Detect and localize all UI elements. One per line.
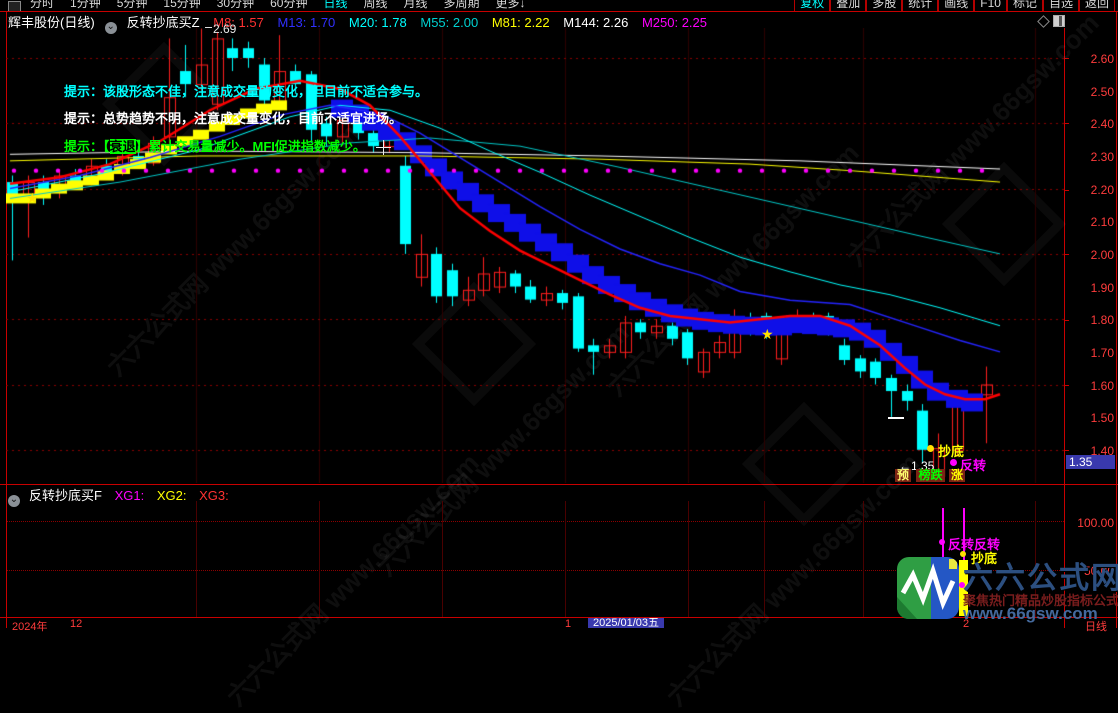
zhang-tag: 涨: [949, 468, 965, 482]
axis-separator: [1064, 28, 1065, 628]
ma20-value: M20: 1.78: [348, 15, 407, 30]
high-price-label: 2.69: [213, 22, 237, 36]
sub-signal-dot: [959, 582, 965, 588]
site-tagline: 聚焦热门精品炒股指标公式: [963, 593, 1118, 608]
xg3-label: XG3:: [199, 488, 229, 503]
zixuan-button[interactable]: 自选: [1042, 0, 1079, 11]
main-chart-canvas[interactable]: [6, 28, 1064, 483]
chaodi-signal-label: 抄底: [938, 444, 965, 459]
period-tab-15min[interactable]: 15分钟: [163, 0, 201, 10]
shuaitui-badge: 衰退: [109, 139, 136, 154]
site-logo[interactable]: [897, 557, 959, 619]
collapse-indicator-icon[interactable]: ⌄: [8, 494, 20, 507]
price-label: 2.20: [1090, 183, 1114, 197]
sub-indicator-header: ⌄ 反转抄底买F XG1: XG2: XG3:: [0, 484, 1118, 507]
price-label: 1.70: [1090, 346, 1114, 360]
price-label: 1.60: [1090, 379, 1114, 393]
star-icon: ★: [26, 190, 39, 206]
price-label: 2.40: [1090, 117, 1114, 131]
axis-month-label: 1: [565, 618, 572, 630]
ma144-value: M81: 2.22: [491, 15, 550, 30]
price-label: 2.00: [1090, 248, 1114, 262]
split-window-icon[interactable]: [1053, 15, 1065, 27]
sub-gridline-50: [7, 570, 1064, 572]
ma8-value: M8: 1.57: [213, 15, 264, 30]
date-axis: [0, 617, 1118, 629]
sub-axis-100: 100.00: [1077, 516, 1114, 530]
ma13-value: M13: 1.70: [277, 15, 336, 30]
sub-gridline-100: [7, 521, 1064, 523]
period-tab-monthly[interactable]: 月线: [403, 0, 428, 10]
period-tab-multi[interactable]: 多周期: [443, 0, 480, 10]
yu-tag: 预: [895, 468, 911, 482]
period-tab-more[interactable]: 更多↓: [495, 0, 526, 10]
high-tick: [205, 27, 212, 28]
sub-axis-50: 50.00: [1083, 564, 1114, 578]
fanzhuan-signal-label: 反转: [960, 458, 987, 473]
price-label: 2.60: [1090, 52, 1114, 66]
fuquan-button[interactable]: 复权: [794, 0, 831, 11]
bangdie-tag: 榜跌: [916, 469, 945, 482]
price-label: 2.50: [1090, 85, 1114, 99]
chaodi-dot: [927, 445, 934, 452]
sub-fanzhuan-label: 反转反转: [948, 537, 1001, 552]
biaoji-button[interactable]: 标记: [1006, 0, 1043, 11]
axis-month-label: 12: [70, 618, 83, 630]
price-label: 1.50: [1090, 411, 1114, 425]
ma144-value: M144: 2.26: [563, 15, 629, 30]
fanzhuan-dot: [950, 459, 957, 466]
xg-yellow-bar: [959, 560, 968, 616]
ma55-value: M55: 2.00: [420, 15, 479, 30]
sub-chaodi-label: 抄底: [971, 551, 998, 566]
period-tab-fenshi[interactable]: 分时: [30, 0, 55, 10]
price-label: 1.90: [1090, 281, 1114, 295]
price-label: 2.10: [1090, 215, 1114, 229]
ma250-value: M250: 2.25: [641, 15, 707, 30]
sub-chaodi-dot: [960, 551, 966, 557]
site-url[interactable]: www.66gsw.com: [963, 604, 1098, 623]
tip-line-3: 提示：【衰退】累计交易量减少。MFI促进指数减少。: [64, 139, 366, 154]
site-name: 六六公式网: [963, 562, 1118, 595]
period-tab-weekly[interactable]: 周线: [363, 0, 388, 10]
indicator-name[interactable]: 反转抄底买Z: [126, 15, 200, 30]
price-label: 1.80: [1090, 313, 1114, 327]
period-tab-5min[interactable]: 5分钟: [116, 0, 148, 10]
period-tab-1min[interactable]: 1分钟: [70, 0, 101, 10]
price-dash-marker: [888, 417, 904, 419]
xg2-label: XG2:: [156, 488, 187, 503]
period-tab-60min[interactable]: 60分钟: [270, 0, 308, 10]
price-label: 1.40: [1090, 444, 1114, 458]
tip-line-1: 提示：该股形态不佳，注意成交量的变化，但目前不适合参与。: [64, 84, 429, 99]
stock-name: 辉丰股份(日线): [8, 15, 95, 30]
chart-title-bar: 辉丰股份(日线) ⌄ 反转抄底买Z M8: 1.57 M13: 1.70 M20: …: [8, 12, 1118, 34]
period-tab-30min[interactable]: 30分钟: [216, 0, 255, 10]
star-icon: ★: [761, 326, 774, 342]
xg-signal-line: [942, 508, 944, 593]
diejia-button[interactable]: 叠加: [830, 0, 867, 11]
fanhui-button[interactable]: 返回: [1078, 0, 1115, 11]
xg1-label: XG1:: [114, 488, 145, 503]
axis-year-label: 2024年: [12, 621, 48, 633]
cursor-date-tag: 2025/01/03五: [588, 618, 664, 628]
chart-type-icon[interactable]: [8, 1, 21, 11]
period-toolbar: 分时 1分钟 5分钟 15分钟 30分钟 60分钟 日线 周线 月线 多周期 更…: [0, 0, 1118, 12]
crosshair-icon: [383, 140, 384, 155]
f10-button[interactable]: F10: [974, 0, 1007, 11]
right-border: [1116, 12, 1117, 628]
tip-line-2: 提示：总势趋势不明，注意成交量变化，目前不适宜进场。: [64, 111, 403, 126]
huaxian-button[interactable]: 画线: [938, 0, 975, 11]
sub-fanzhuan-dot: [939, 539, 945, 545]
axis-month-label: 2: [963, 618, 970, 630]
last-price-tag: 1.35: [1066, 455, 1115, 469]
price-label: 2.30: [1090, 150, 1114, 164]
tongji-button[interactable]: 统计: [902, 0, 939, 11]
duogu-button[interactable]: 多股: [866, 0, 903, 11]
sub-indicator-name[interactable]: 反转抄底买F: [29, 488, 102, 503]
period-tab-daily[interactable]: 日线: [323, 0, 348, 10]
